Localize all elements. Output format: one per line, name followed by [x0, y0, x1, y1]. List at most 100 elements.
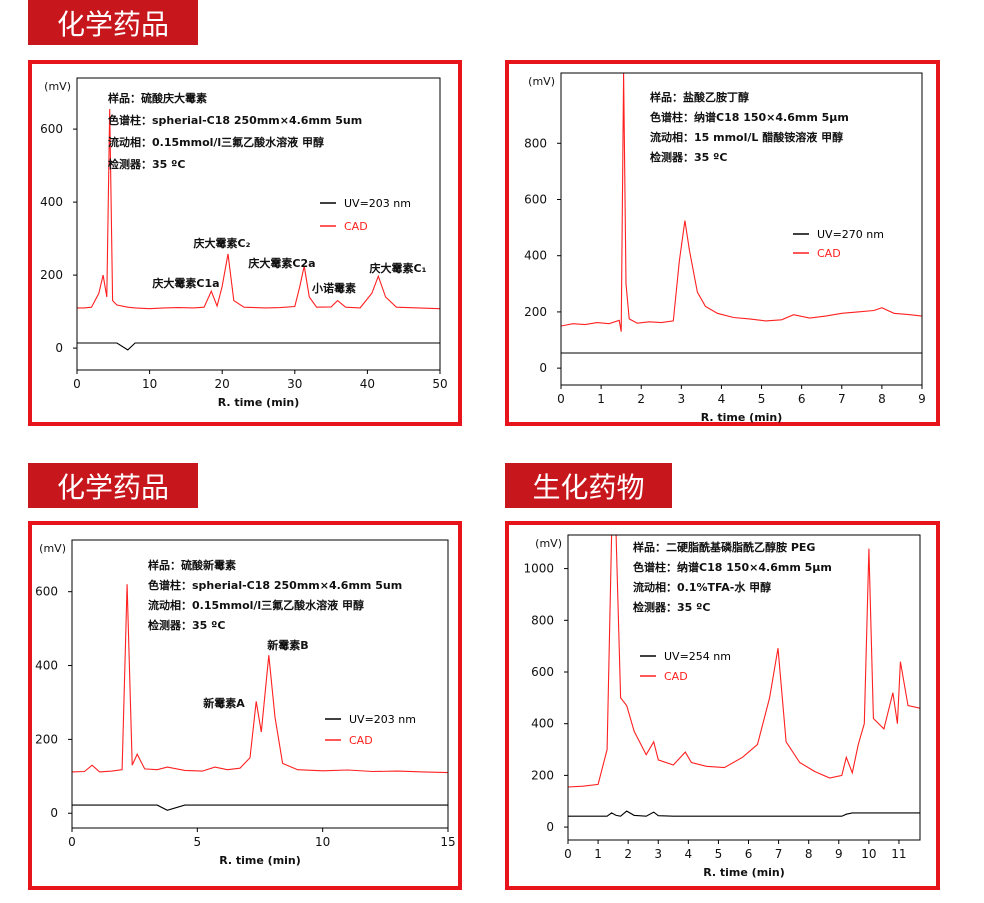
panel-border [28, 521, 462, 890]
plot-frame [71, 539, 449, 829]
y-tick-label: 0 [546, 820, 554, 834]
sample-note: 检测器：35 ºC [148, 618, 225, 632]
peak-label: 庆大霉素C1a [151, 276, 219, 290]
x-axis-label: R. time (min) [218, 396, 300, 409]
x-tick-label: 3 [654, 847, 662, 861]
x-tick-label: 10 [315, 835, 330, 849]
peak-label: 新霉素A [203, 696, 245, 710]
y-tick-label: 400 [35, 659, 58, 673]
sample-note: 检测器：35 ºC [633, 600, 710, 614]
sample-note: 样品：硫酸新霉素 [148, 558, 236, 572]
x-tick-label: 6 [798, 392, 806, 406]
x-tick-label: 2 [624, 847, 632, 861]
x-tick-label: 8 [878, 392, 886, 406]
section-title: 化学药品 [57, 8, 169, 41]
sample-note: 流动相：0.1%TFA-水 甲醇 [633, 580, 771, 594]
y-tick-label: 0 [539, 361, 547, 375]
y-tick-label: 200 [35, 732, 58, 746]
x-axis-label: R. time (min) [701, 411, 783, 424]
legend-label: UV=203 nm [349, 713, 416, 726]
sample-note: 检测器：35 ºC [650, 150, 727, 164]
panel-border [28, 60, 462, 426]
y-tick-label: 200 [524, 305, 547, 319]
x-tick-label: 5 [194, 835, 202, 849]
series-line [568, 535, 920, 788]
legend-label: CAD [344, 220, 368, 233]
x-tick-label: 30 [287, 377, 302, 391]
plot-frame [567, 534, 921, 841]
section-title: 化学药品 [57, 471, 169, 504]
y-axis-label: (mV) [535, 537, 562, 550]
sample-note: 样品：硫酸庆大霉素 [108, 91, 207, 105]
legend-label: CAD [664, 670, 688, 683]
x-tick-label: 0 [73, 377, 81, 391]
peak-label: 小诺霉素 [311, 281, 356, 295]
y-tick-label: 200 [531, 768, 554, 782]
x-axis-label: R. time (min) [219, 854, 301, 867]
sample-note: 流动相：0.15mmol/l三氟乙酸水溶液 甲醇 [148, 598, 364, 612]
series-line [77, 342, 440, 351]
x-tick-label: 50 [432, 377, 447, 391]
legend-label: CAD [817, 247, 841, 260]
x-tick-label: 8 [805, 847, 813, 861]
y-tick-label: 200 [40, 268, 63, 282]
plot-frame [560, 72, 923, 386]
y-tick-label: 600 [40, 122, 63, 136]
x-tick-label: 2 [637, 392, 645, 406]
x-tick-label: 20 [215, 377, 230, 391]
legend-label: UV=270 nm [817, 228, 884, 241]
y-tick-label: 400 [40, 195, 63, 209]
x-tick-label: 4 [685, 847, 693, 861]
section-header [505, 463, 672, 508]
x-tick-label: 15 [440, 835, 455, 849]
x-tick-label: 5 [758, 392, 766, 406]
y-tick-label: 0 [50, 806, 58, 820]
sample-note: 色谱柱：纳谱C18 150×4.6mm 5μm [633, 560, 832, 574]
section-header [28, 0, 198, 45]
legend-label: UV=254 nm [664, 650, 731, 663]
sample-note: 检测器：35 ºC [108, 157, 185, 171]
peak-label: 庆大霉素C2a [247, 256, 315, 270]
series-line [561, 73, 922, 332]
x-tick-label: 40 [360, 377, 375, 391]
sample-note: 流动相：0.15mmol/l三氟乙酸水溶液 甲醇 [108, 135, 324, 149]
y-tick-label: 0 [55, 341, 63, 355]
x-tick-label: 4 [718, 392, 726, 406]
sample-note: 色谱柱：纳谱C18 150×4.6mm 5μm [650, 110, 849, 124]
x-tick-label: 0 [557, 392, 565, 406]
x-tick-label: 6 [745, 847, 753, 861]
y-tick-label: 400 [531, 717, 554, 731]
x-tick-label: 1 [597, 392, 605, 406]
x-tick-label: 9 [835, 847, 843, 861]
x-tick-label: 1 [594, 847, 602, 861]
x-tick-label: 9 [918, 392, 926, 406]
y-axis-label: (mV) [44, 80, 71, 93]
x-tick-label: 5 [715, 847, 723, 861]
legend-label: CAD [349, 734, 373, 747]
y-tick-label: 600 [35, 585, 58, 599]
sample-note: 色谱柱：spherial-C18 250mm×4.6mm 5um [148, 578, 402, 592]
peak-label: 庆大霉素C₂ [193, 236, 251, 250]
sample-note: 样品：盐酸乙胺丁醇 [650, 90, 749, 104]
y-axis-label: (mV) [528, 75, 555, 88]
series-line [72, 584, 448, 774]
x-tick-label: 10 [861, 847, 876, 861]
x-tick-label: 7 [775, 847, 783, 861]
y-tick-label: 600 [531, 665, 554, 679]
legend-label: UV=203 nm [344, 197, 411, 210]
sample-note: 样品：二硬脂酰基磷脂酰乙醇胺 PEG [633, 540, 815, 554]
y-axis-label: (mV) [39, 542, 66, 555]
series-line [77, 108, 440, 310]
x-tick-label: 0 [68, 835, 76, 849]
x-tick-label: 11 [891, 847, 906, 861]
y-tick-label: 600 [524, 192, 547, 206]
x-tick-label: 3 [678, 392, 686, 406]
y-tick-label: 400 [524, 249, 547, 263]
section-header [28, 463, 198, 508]
y-tick-label: 800 [531, 613, 554, 627]
sample-note: 色谱柱：spherial-C18 250mm×4.6mm 5um [108, 113, 362, 127]
plot-frame [76, 77, 441, 371]
peak-label: 庆大霉素C₁ [369, 261, 427, 275]
series-line [72, 804, 448, 811]
section-title: 生化药物 [532, 471, 644, 504]
